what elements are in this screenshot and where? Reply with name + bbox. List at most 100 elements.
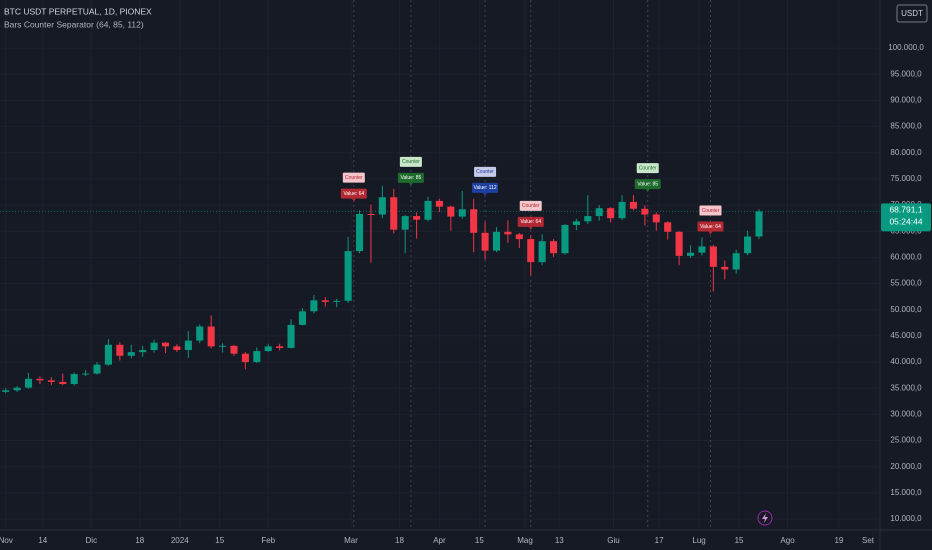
x-tick-label: 19 [834, 536, 843, 545]
candle-body [572, 221, 580, 225]
y-tick-label: 90.000,0 [890, 96, 922, 105]
candle-body [150, 342, 158, 351]
x-tick-label: Giu [607, 536, 619, 545]
candle-body [470, 209, 478, 233]
x-tick-label: Mar [344, 536, 358, 545]
annotation-pointer [528, 226, 533, 230]
y-tick-label: 10.000,0 [890, 514, 922, 523]
x-tick-label: Feb [261, 536, 275, 545]
y-tick-label: 85.000,0 [890, 122, 922, 131]
annotation-pointer [708, 231, 713, 235]
y-tick-label: 50.000,0 [890, 305, 922, 314]
annotation-pointer [483, 192, 488, 196]
chart-title: BTC USDT PERPETUAL, 1D, PIONEX [4, 6, 152, 16]
candle-body [550, 241, 558, 254]
annotation-value: Value: 85 [401, 175, 422, 181]
annotation-value: Value: 64 [520, 219, 541, 225]
alert-icon[interactable] [757, 510, 773, 526]
candle-body [59, 381, 67, 385]
annotation-title-box [699, 205, 722, 216]
currency-label[interactable]: USDT [901, 9, 923, 18]
y-tick-label: 40.000,0 [890, 357, 922, 366]
x-tick-label: Set [862, 536, 875, 545]
grid [0, 0, 880, 530]
candle-body [538, 241, 546, 263]
annotation-pointer [645, 189, 650, 193]
y-tick-label: 60.000,0 [890, 253, 922, 262]
candle-body [161, 342, 170, 347]
y-tick-label: 35.000,0 [890, 383, 922, 392]
candle-body [173, 346, 181, 351]
x-tick-label: Apr [433, 536, 446, 545]
candle-body [641, 208, 649, 215]
candle-body [629, 201, 637, 209]
candle-body [481, 232, 489, 251]
candle-body [344, 251, 352, 301]
annotation-title-box [519, 200, 542, 211]
candle-body [47, 380, 55, 382]
annotation-value: Value: 64 [700, 224, 721, 230]
annotation-value-box [697, 221, 724, 232]
candle-body [298, 311, 307, 325]
annotation-title: Counter [522, 203, 540, 209]
candle-body [24, 378, 33, 388]
annotation-title: Counter [402, 159, 420, 165]
annotation-title-box [399, 156, 422, 167]
candle-body [70, 374, 78, 385]
candle-body [652, 214, 660, 223]
candle-body [686, 252, 695, 256]
candle-body [721, 266, 729, 270]
annotation-title: Counter [702, 208, 720, 214]
candle-body [241, 353, 249, 363]
y-tick-label: 30.000,0 [890, 409, 922, 418]
candle-body [675, 231, 683, 256]
candle-body [378, 197, 386, 215]
x-tick-label: 15 [475, 536, 484, 545]
candle-body [424, 200, 432, 220]
candle-body [413, 216, 421, 220]
candle-body [527, 239, 535, 263]
candle-body [515, 234, 523, 240]
annotation-title-box [342, 172, 365, 183]
candle-body [744, 236, 752, 254]
candle-body [13, 387, 21, 391]
candle-body [104, 344, 112, 365]
annotation-title-box [636, 163, 659, 174]
candle-body [207, 326, 215, 347]
y-tick-label: 45.000,0 [890, 331, 922, 340]
candle-body [321, 300, 329, 302]
candle-body [333, 300, 341, 302]
candle-body [36, 378, 44, 381]
annotation-title: Counter [345, 175, 363, 181]
candle-body [367, 213, 375, 215]
candle-body [184, 340, 192, 351]
annotation-title-box [474, 166, 497, 177]
candle-body [607, 208, 615, 219]
candle-body [504, 231, 512, 235]
candle-body [139, 350, 147, 353]
currency-button[interactable] [896, 4, 928, 23]
candle-body [492, 231, 501, 251]
candle-body [310, 300, 318, 312]
x-tick-label: 2024 [171, 536, 189, 545]
x-tick-label: Dic [86, 536, 98, 545]
candle-body [264, 346, 272, 352]
candle-body [447, 206, 455, 217]
y-tick-label: 25.000,0 [890, 436, 922, 445]
y-tick-label: 55.000,0 [890, 279, 922, 288]
y-tick-label: 15.000,0 [890, 488, 922, 497]
annotation-title: Counter [476, 169, 494, 175]
y-tick-label: 95.000,0 [890, 69, 922, 78]
candle-body [82, 373, 90, 375]
y-tick-label: 80.000,0 [890, 148, 922, 157]
candle-body [355, 213, 364, 252]
x-tick-label: 18 [135, 536, 144, 545]
annotation-value-box [517, 216, 544, 227]
annotation-value: Value: 112 [473, 185, 496, 191]
indicator-label: Bars Counter Separator (64, 85, 112) [4, 19, 144, 29]
candle-body [2, 390, 10, 392]
candle-body [93, 364, 101, 374]
annotation-value-box [634, 179, 661, 190]
candle-body [709, 246, 717, 267]
